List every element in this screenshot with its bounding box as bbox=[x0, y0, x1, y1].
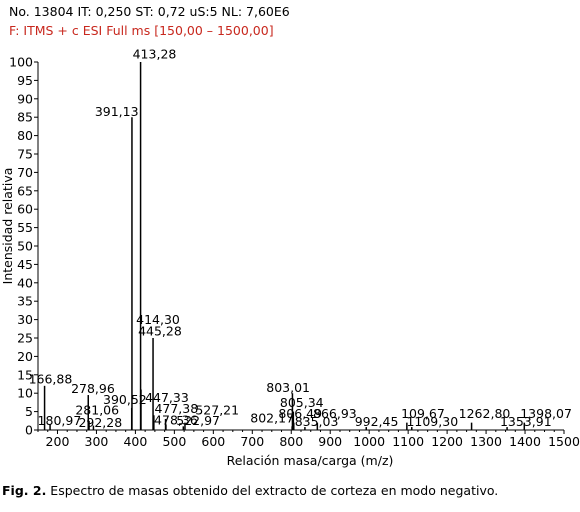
y-tick-label: 0 bbox=[25, 423, 33, 438]
figure-caption-text: Espectro de masas obtenido del extracto … bbox=[46, 483, 499, 498]
peak-label: 445,28 bbox=[138, 323, 182, 338]
y-tick-label: 15 bbox=[17, 367, 33, 382]
mass-spectrum-chart: 0 5 10 15 20 25 30 35 40 45 50 55 60 65 70 75 80 85 90 95 10… bbox=[0, 47, 580, 468]
y-tick-label: 10 bbox=[17, 386, 33, 401]
x-tick-label: 600 bbox=[201, 434, 225, 449]
peak-label: 802,17 bbox=[250, 411, 294, 426]
x-tick-label: 400 bbox=[123, 434, 147, 449]
peak-label: 527,21 bbox=[195, 403, 239, 418]
y-tick-label: 55 bbox=[17, 220, 33, 235]
peak-label: 477,38 bbox=[154, 401, 198, 416]
filter-header: F: ITMS + c ESI Full ms [150,00 – 1500,0… bbox=[9, 23, 274, 38]
peak-label: 1262,80 bbox=[459, 406, 511, 421]
y-axis-label: Intensidad relativa bbox=[0, 168, 15, 285]
peak-label: 180,97 bbox=[38, 413, 82, 428]
x-tick-label: 800 bbox=[279, 434, 303, 449]
y-tick-label: 90 bbox=[17, 91, 33, 106]
peak-label: 281,06 bbox=[75, 403, 119, 418]
x-tick-label: 1400 bbox=[509, 434, 541, 449]
peak-label: 805,34 bbox=[280, 395, 324, 410]
peak-label: 109,67 bbox=[401, 406, 445, 421]
y-tick-label: 60 bbox=[17, 202, 33, 217]
y-tick-label: 95 bbox=[17, 73, 33, 88]
peak-label: 166,88 bbox=[29, 371, 73, 386]
peak-label: 390,52 bbox=[103, 392, 147, 407]
peak-label: 992,45 bbox=[355, 414, 399, 429]
peak-label: 292,28 bbox=[78, 415, 122, 430]
peak-label: 447,33 bbox=[145, 390, 189, 405]
x-tick-label: 300 bbox=[85, 434, 109, 449]
y-tick-label: 30 bbox=[17, 312, 33, 327]
y-tick-label: 80 bbox=[17, 128, 33, 143]
peaks bbox=[43, 62, 526, 430]
y-tick-label: 100 bbox=[9, 55, 33, 70]
x-tick-label: 700 bbox=[240, 434, 264, 449]
x-tick-label: 500 bbox=[162, 434, 186, 449]
y-tick-label: 70 bbox=[17, 165, 33, 180]
y-tick-label: 25 bbox=[17, 331, 33, 346]
peak-label: 391,13 bbox=[95, 104, 139, 119]
y-tick-label: 50 bbox=[17, 239, 33, 254]
y-tick-label: 65 bbox=[17, 183, 33, 198]
x-tick-label: 1100 bbox=[392, 434, 424, 449]
peak-label: 806,49 bbox=[278, 406, 322, 421]
peak-label: 414,30 bbox=[136, 312, 180, 327]
peak-label: 522,97 bbox=[176, 413, 220, 428]
peak-label: 835,03 bbox=[295, 414, 339, 429]
peak-label: 413,28 bbox=[133, 47, 177, 62]
y-tick-label: 20 bbox=[17, 349, 33, 364]
figure-caption: Fig. 2. Espectro de masas obtenido del e… bbox=[2, 483, 498, 498]
peak-label: 1398,07 bbox=[520, 406, 572, 421]
y-tick-label: 35 bbox=[17, 294, 33, 309]
peak-label: 1353,91 bbox=[500, 414, 552, 429]
y-tick-label: 45 bbox=[17, 257, 33, 272]
x-tick-label: 1000 bbox=[353, 434, 385, 449]
peak-label: 478,36 bbox=[154, 412, 198, 427]
y-tick-label: 5 bbox=[25, 404, 33, 419]
x-tick-label: 1300 bbox=[470, 434, 502, 449]
x-tick-label: 1500 bbox=[548, 434, 580, 449]
x-tick-label: 1200 bbox=[431, 434, 463, 449]
x-tick-label: 200 bbox=[46, 434, 70, 449]
peak-label: 866,93 bbox=[313, 406, 357, 421]
x-tick-label: 900 bbox=[318, 434, 342, 449]
scan-info-header: No. 13804 IT: 0,250 ST: 0,72 uS:5 NL: 7,… bbox=[9, 4, 290, 19]
y-axis: 0 5 10 15 20 25 30 35 40 45 50 55 60 65 70 75 80 85 90 95 10… bbox=[9, 55, 39, 438]
y-tick-label: 85 bbox=[17, 110, 33, 125]
y-tick-label: 40 bbox=[17, 275, 33, 290]
figure-caption-label: Fig. 2. bbox=[2, 483, 47, 498]
x-axis-label: Relación masa/carga (m/z) bbox=[227, 453, 394, 468]
peak-label: 1109,30 bbox=[406, 414, 458, 429]
peak-label: 803,01 bbox=[266, 380, 310, 395]
y-tick-label: 75 bbox=[17, 147, 33, 162]
peak-label: 278,96 bbox=[71, 381, 115, 396]
x-axis: 200 300 400 500 600 700 800 900 1000 1100 1200 1300… bbox=[37, 429, 580, 449]
